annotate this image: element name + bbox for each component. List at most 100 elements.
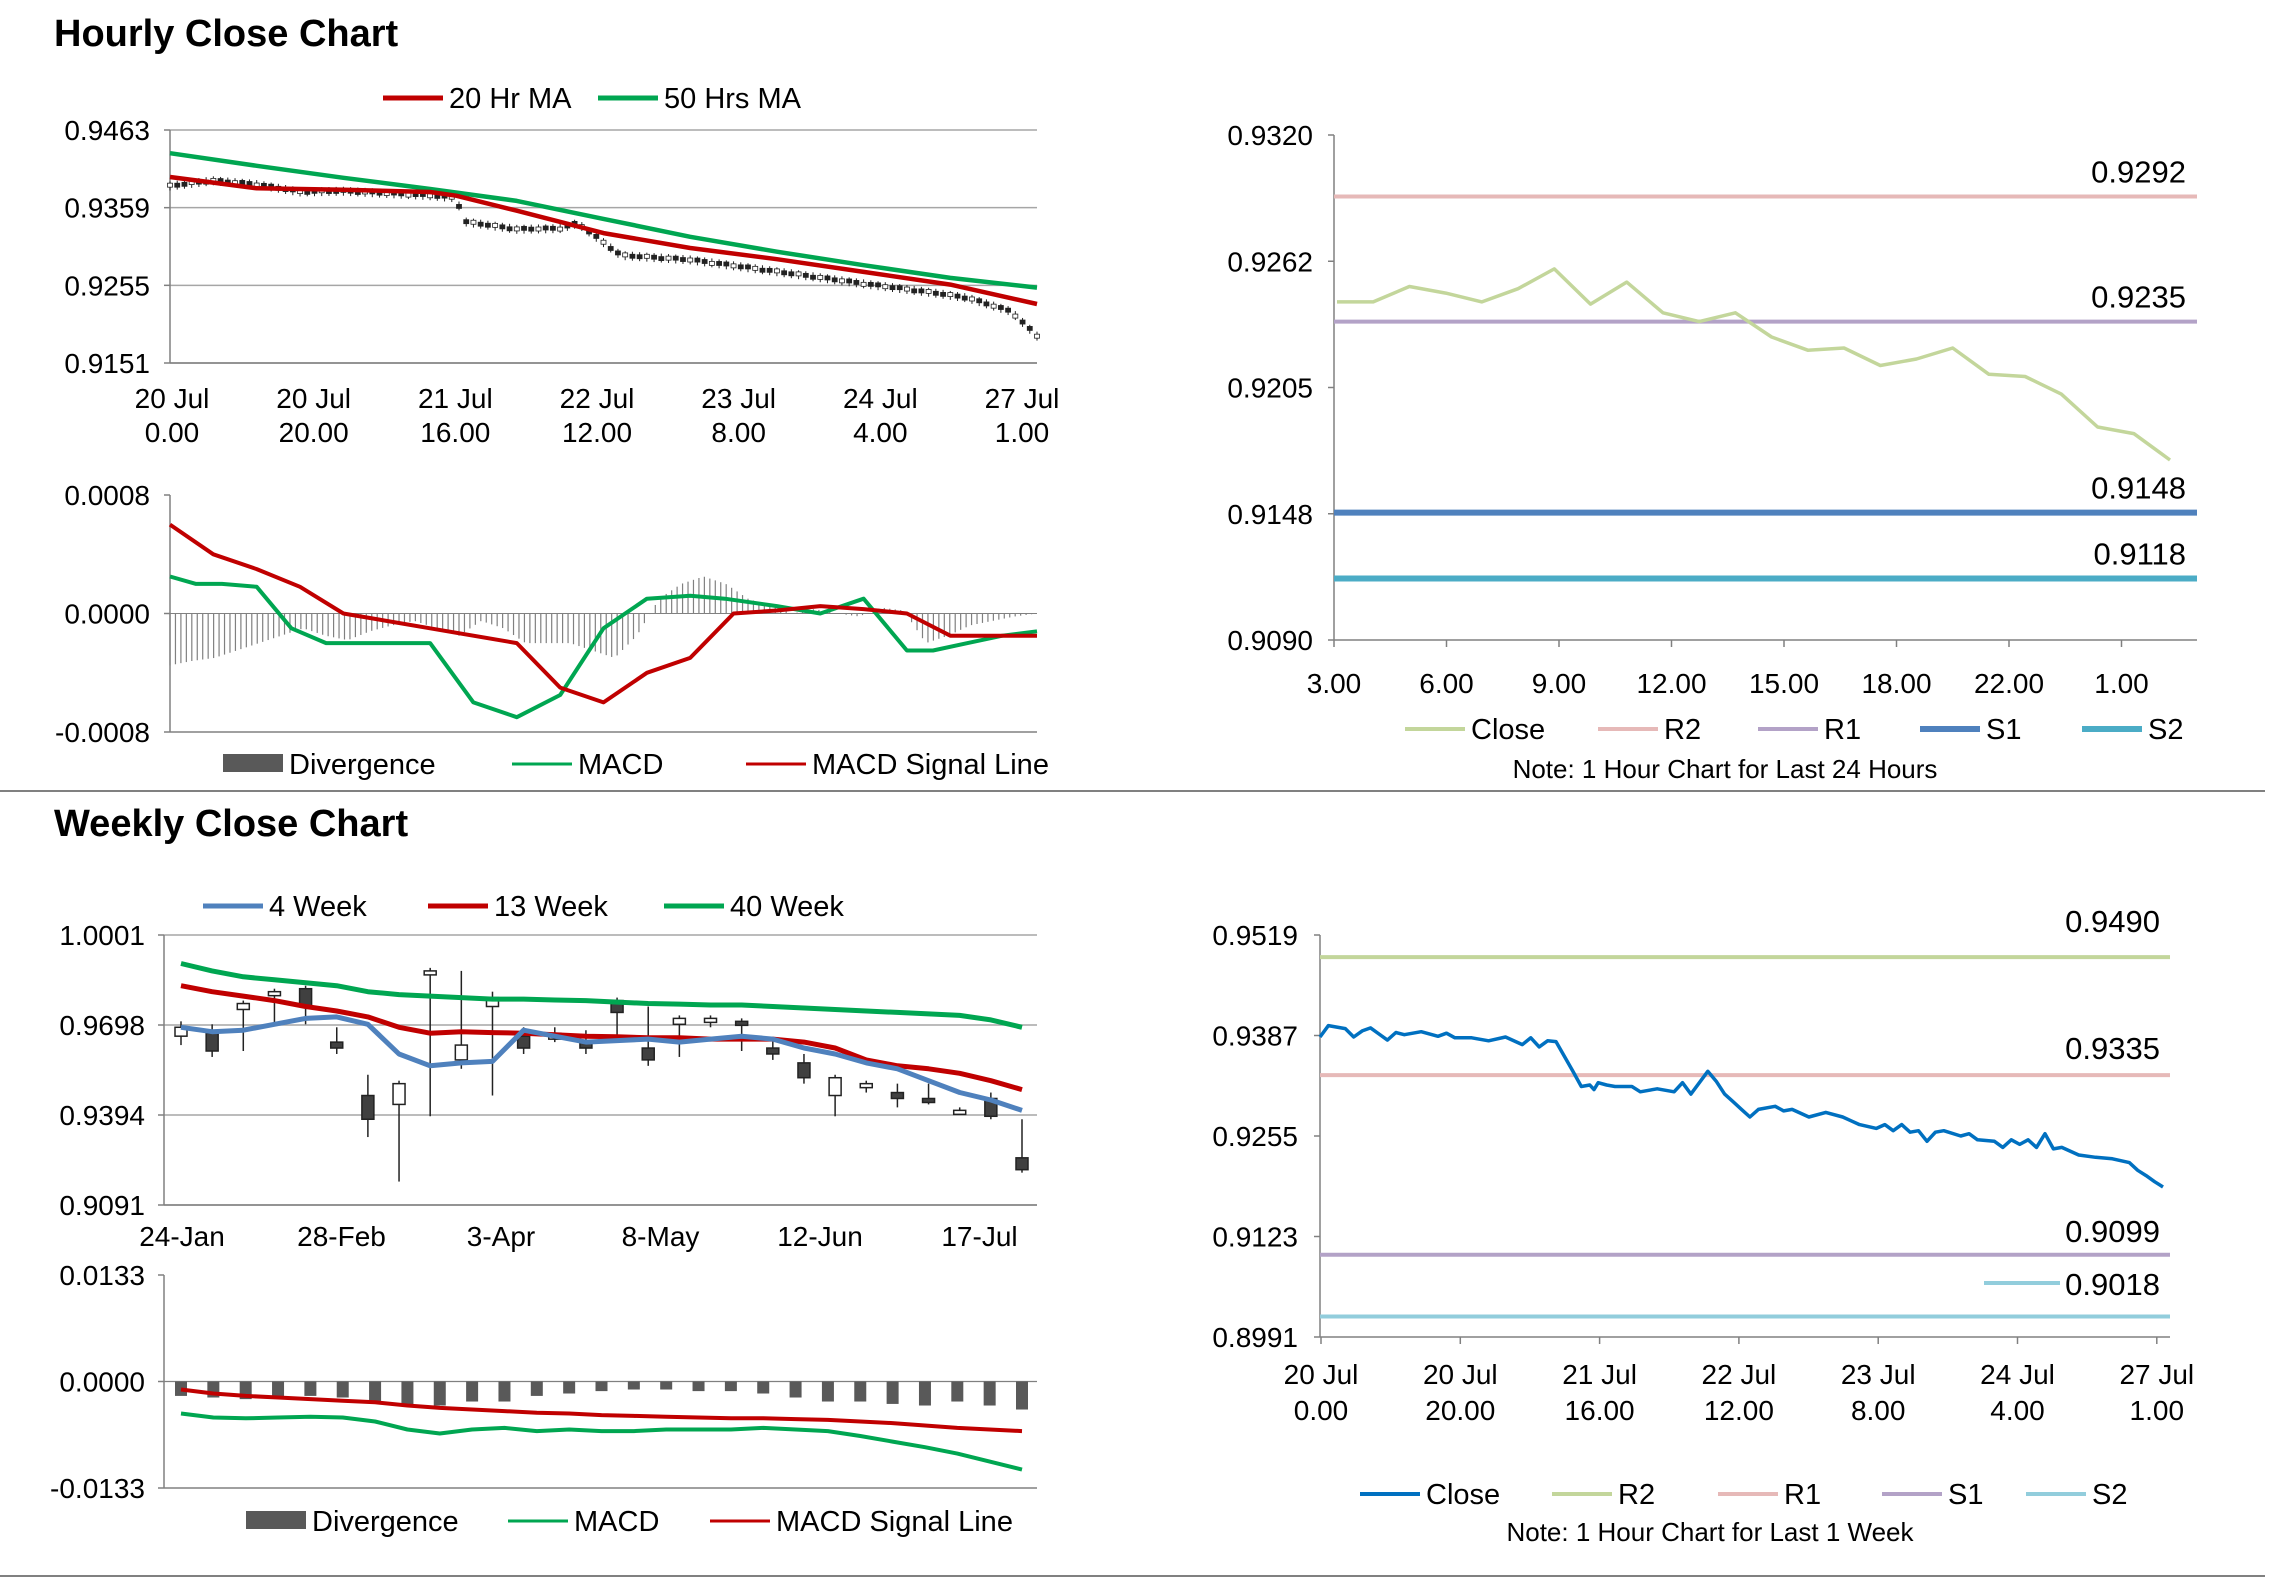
x-tick-label: 20 Jul: [276, 383, 351, 414]
divergence-bar: [627, 1381, 640, 1390]
x-tick-label: 22 Jul: [1702, 1359, 1777, 1390]
weekly-candle: [516, 1035, 531, 1049]
y-tick-label: 0.0000: [59, 1367, 145, 1398]
macd-line: [169, 574, 1038, 720]
price-candle: [961, 295, 968, 301]
weekly-candle: [361, 1094, 375, 1121]
price-candle: [759, 267, 766, 273]
legend-label: Close: [1471, 714, 1545, 746]
price-candle: [181, 181, 188, 187]
price-candle: [918, 288, 925, 294]
price-candle: [615, 250, 621, 256]
divergence-bar: [821, 1381, 834, 1402]
price-candle: [904, 286, 910, 292]
x-tick-label: 12.00: [1704, 1395, 1774, 1426]
price-candle: [781, 270, 788, 276]
price-candle: [492, 222, 499, 228]
legend-label: R2: [1664, 714, 1701, 746]
weekly-candle: [1015, 1157, 1029, 1171]
weekly-candle: [703, 1017, 718, 1024]
price-candle: [1026, 326, 1033, 331]
x-tick-label: 12.00: [562, 417, 632, 448]
divergence-bar: [854, 1381, 867, 1402]
x-tick-label: 9.00: [1532, 668, 1587, 699]
legend-label: R1: [1824, 714, 1861, 746]
signal-line: [180, 1387, 1023, 1434]
ma20-line: [169, 174, 1038, 307]
x-tick-label: 17-Jul: [941, 1221, 1017, 1252]
price-candle: [167, 182, 173, 188]
x-tick-label: 24 Jul: [1980, 1359, 2055, 1390]
price-candle: [795, 271, 802, 277]
price-candle: [983, 301, 990, 307]
x-tick-label: 27 Jul: [985, 383, 1060, 414]
price-candle: [810, 274, 816, 280]
x-tick-label: 0.00: [145, 417, 200, 448]
price-candle: [513, 226, 520, 232]
divergence-bar: [1016, 1381, 1028, 1410]
hourly-24h-chart: 0.9320 0.9262 0.9205 0.9148 0.9090 3.00 6.00 9.…: [1227, 120, 2197, 784]
price-candle: [542, 225, 549, 231]
divergence-bar: [692, 1381, 705, 1392]
legend-swatch: [246, 1511, 306, 1529]
hourly-macd-chart: 0.0008 0.0000 -0.0008 Divergence MACD MACD Si…: [55, 480, 1049, 781]
y-tick-label: 0.9320: [1227, 120, 1313, 151]
weekly-candle: [641, 1047, 655, 1061]
price-candle: [802, 272, 809, 278]
x-tick-label: 20 Jul: [1423, 1359, 1498, 1390]
level-r1-label: 0.9235: [2091, 280, 2186, 315]
weekly-candle: [454, 1044, 469, 1061]
level-r2-label: 0.9490: [2065, 904, 2160, 939]
y-tick-label: 0.9091: [59, 1190, 145, 1221]
legend-label: 13 Week: [494, 891, 608, 923]
close-line: [1337, 267, 2172, 462]
price-candle: [860, 281, 867, 287]
weekly-candle: [797, 1062, 811, 1079]
price-candle: [535, 226, 542, 232]
price-candle: [882, 284, 889, 290]
price-candle: [651, 254, 657, 260]
price-candle: [737, 264, 744, 270]
x-tick-label: 6.00: [1419, 668, 1474, 699]
divergence-bar: [983, 1381, 996, 1406]
weekly-candle: [267, 990, 282, 997]
x-tick-label: 21 Jul: [418, 383, 493, 414]
y-tick-label: 0.0008: [64, 480, 150, 511]
macd-line: [180, 1411, 1023, 1472]
level-r1-label: 0.9335: [2065, 1031, 2160, 1066]
y-tick-label: 0.9205: [1227, 373, 1313, 404]
40-week-ma-line: [180, 961, 1023, 1030]
weekly-candle: [672, 1017, 687, 1026]
close-line: [1318, 1023, 2164, 1189]
x-tick-label: 24 Jul: [843, 383, 918, 414]
y-tick-label: 0.9394: [59, 1100, 145, 1131]
x-tick-label: 15.00: [1749, 668, 1819, 699]
price-candle: [954, 293, 961, 299]
price-candle: [463, 219, 470, 225]
y-tick-label: 0.9148: [1227, 499, 1313, 530]
x-tick-label: 27 Jul: [2119, 1359, 2194, 1390]
divergence-bar: [563, 1381, 576, 1394]
price-candle: [990, 303, 997, 309]
price-candle: [752, 265, 759, 271]
price-candle: [932, 290, 939, 296]
divergence-bar: [918, 1381, 931, 1406]
divergence-bar: [595, 1381, 608, 1392]
legend-label: Divergence: [312, 1506, 459, 1538]
weekly-macd-chart: 0.0133 0.0000 -0.0133 Divergence MACD MACD Si…: [50, 1260, 1037, 1538]
legend-label: MACD: [574, 1506, 659, 1538]
x-tick-label: 20 Jul: [1284, 1359, 1359, 1390]
price-candle: [528, 226, 535, 232]
weekly-candle: [952, 1109, 967, 1116]
price-candle: [600, 239, 607, 245]
x-tick-label: 0.00: [1294, 1395, 1349, 1426]
price-candle: [470, 219, 477, 225]
y-tick-label: 0.9255: [1212, 1121, 1298, 1152]
weekly-candle: [174, 1026, 188, 1037]
price-candle: [976, 298, 983, 304]
divergence-bar: [433, 1381, 446, 1406]
legend-label: MACD Signal Line: [812, 749, 1049, 781]
y-tick-label: 0.9123: [1212, 1222, 1298, 1253]
